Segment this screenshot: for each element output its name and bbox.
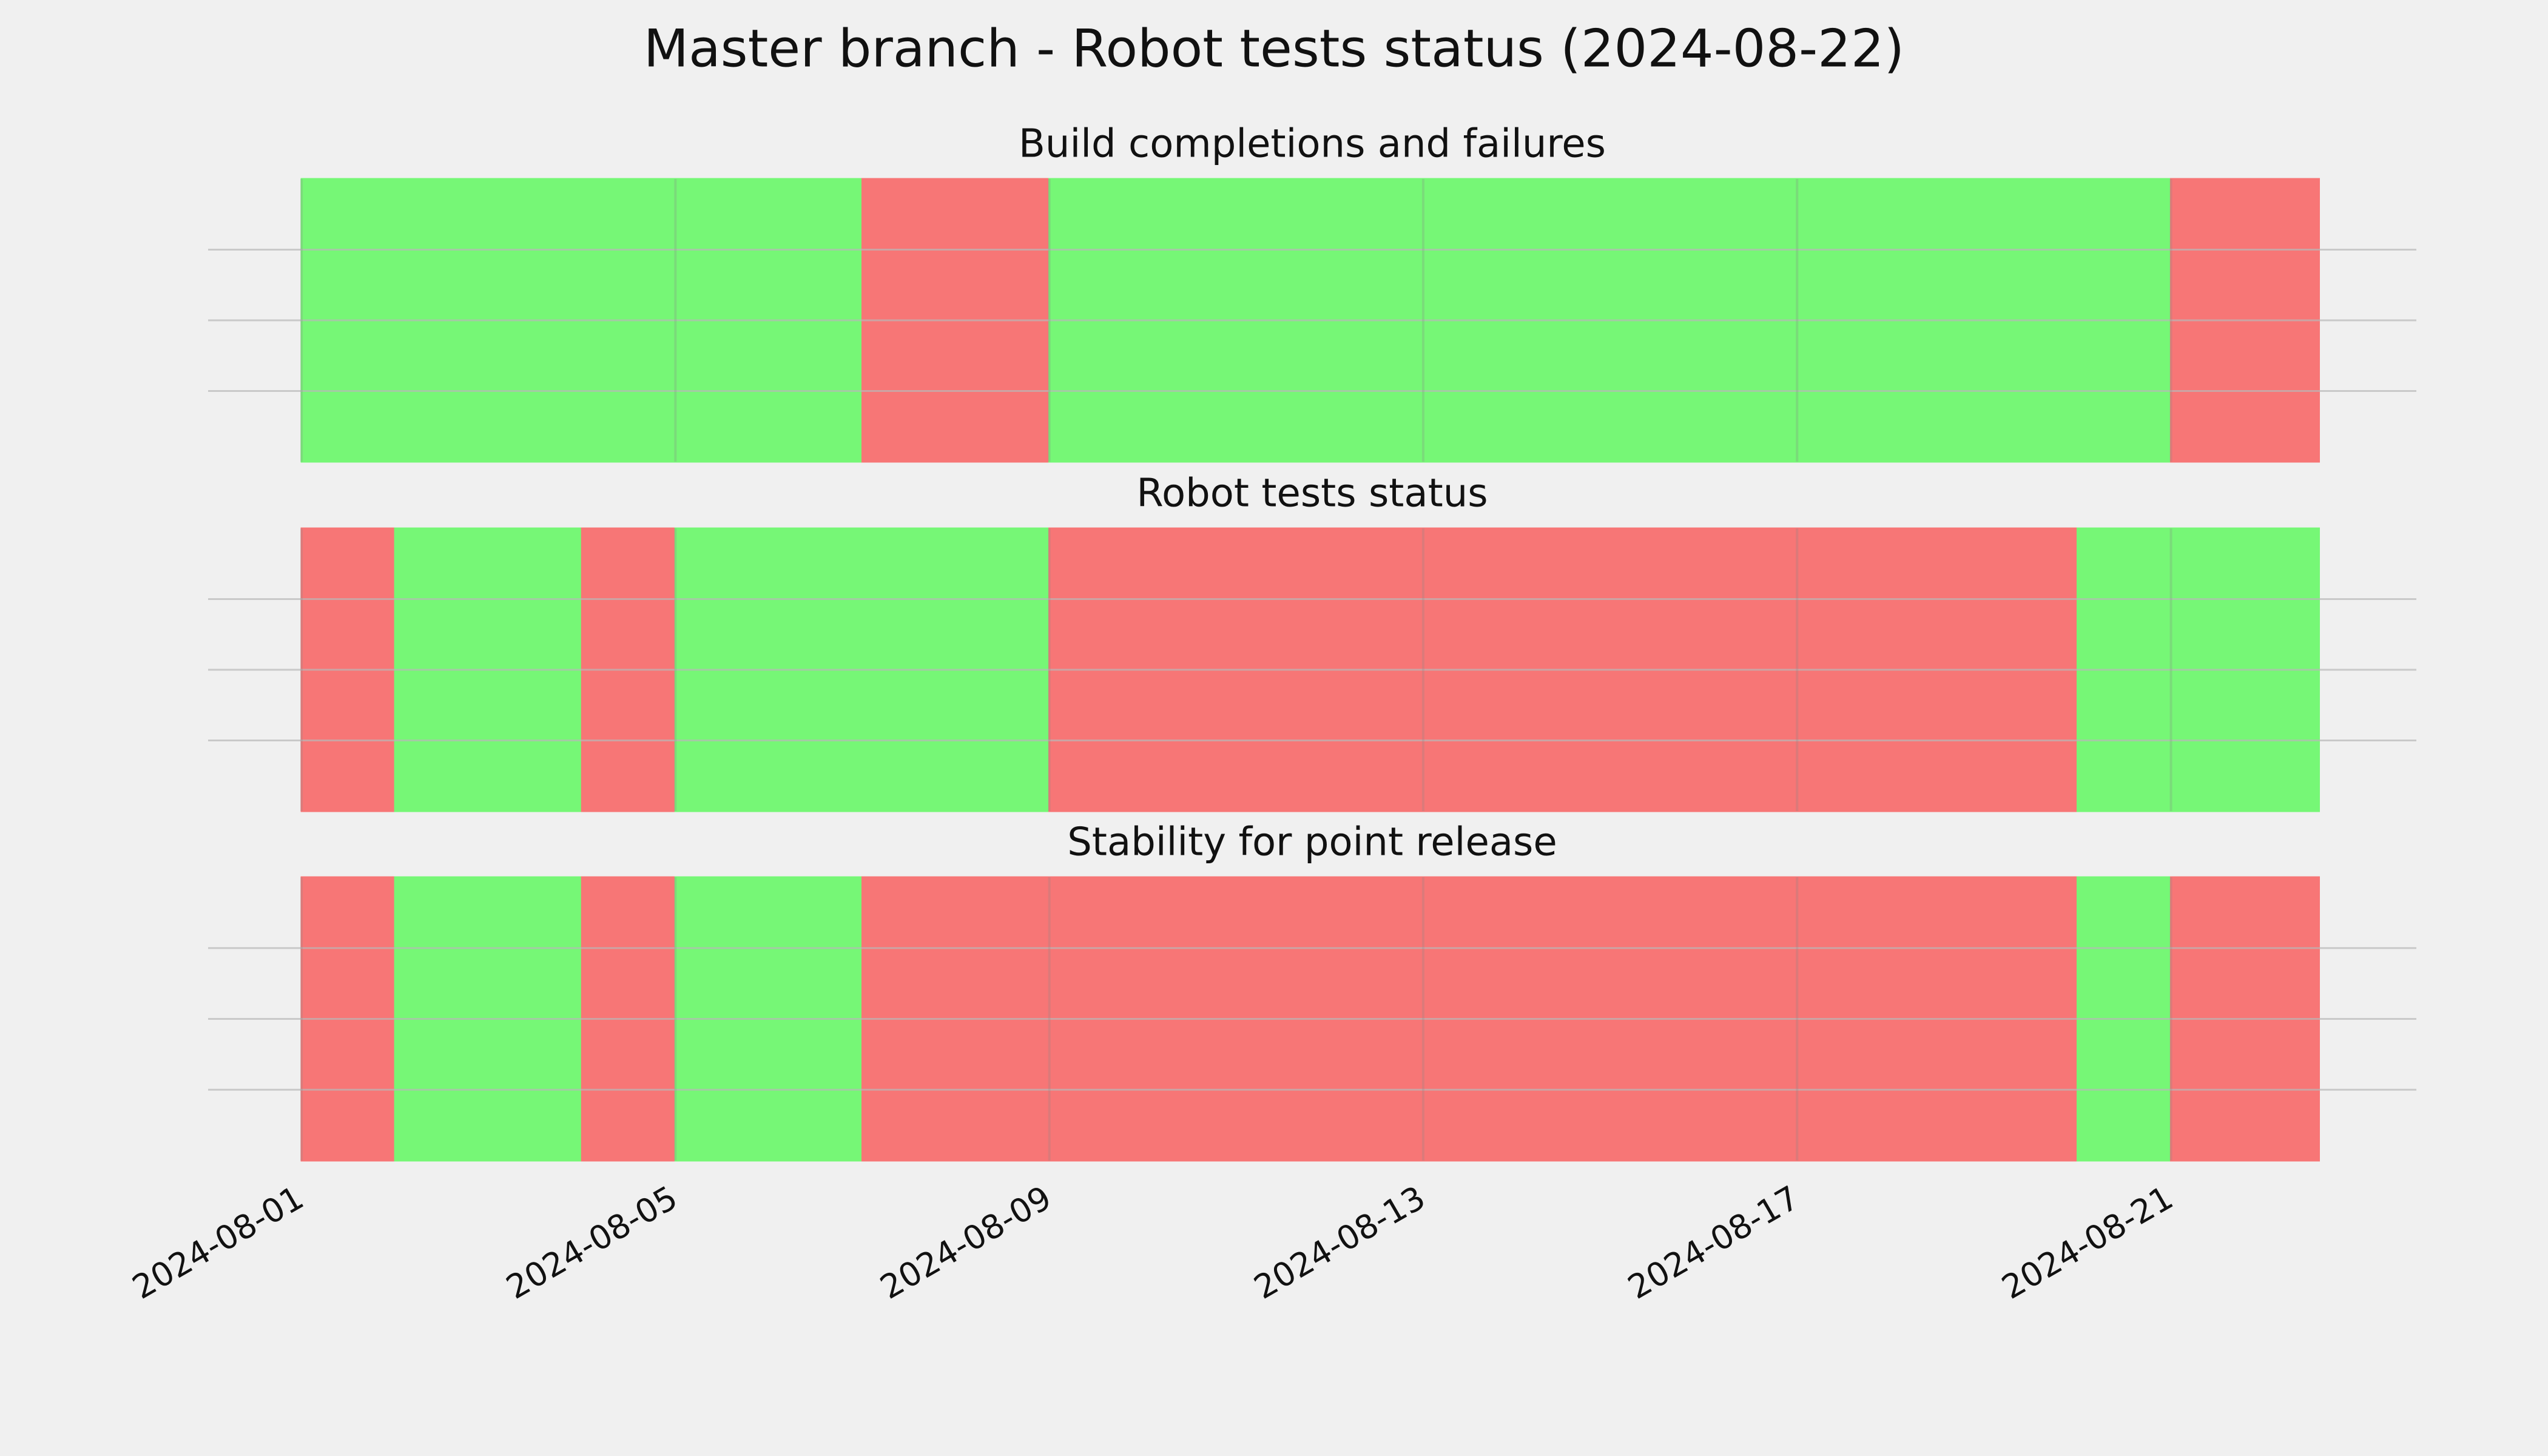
panel-title: Stability for point release (1067, 820, 1557, 865)
panel-title: Build completions and failures (1019, 122, 1606, 167)
chart-title: Master branch - Robot tests status (2024… (644, 18, 1904, 79)
panel-title: Robot tests status (1136, 471, 1488, 516)
